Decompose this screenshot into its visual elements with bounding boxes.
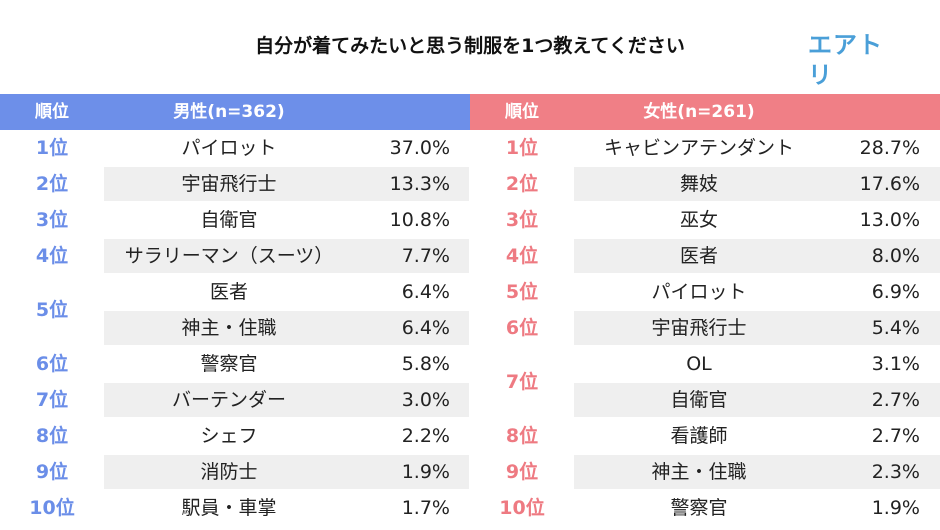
female-percentage: 2.3% [871,461,920,483]
brand-logo: エアトリ [808,31,883,89]
male-row-stripe [104,383,469,417]
male-rank-column-header: 順位 [35,102,69,122]
male-rank-label: 3位 [35,209,69,231]
male-ranking-table: 順位 男性(n=362) パイロット 37.0% 宇宙飛行士 13.3% 自衛官 10.8… [0,94,470,530]
female-uniform-name: 宇宙飛行士 [651,317,747,339]
female-uniform-name: 舞妓 [679,173,718,195]
male-rank-label: 8位 [35,425,69,447]
male-uniform-name: 医者 [209,281,248,303]
male-rank-label: 7位 [35,389,69,411]
male-uniform-name: 駅員・車掌 [181,497,277,519]
female-rank-column-header: 順位 [505,102,539,122]
female-rank-label: 1位 [505,137,539,159]
female-row-stripe [574,239,940,273]
female-uniform-name: 警察官 [670,497,728,519]
female-uniform-name: 看護師 [670,425,728,447]
male-uniform-name: サラリーマン（スーツ） [124,245,334,267]
male-rank-label: 10位 [29,497,75,519]
male-table-header: 順位 男性(n=362) [0,94,470,130]
female-row-stripe [574,311,940,345]
female-uniform-name: 巫女 [679,209,718,231]
female-row-stripe [574,383,940,417]
female-percentage: 17.6% [859,173,920,195]
male-percentage: 10.8% [389,209,450,231]
female-rank-label: 4位 [505,245,539,267]
male-uniform-name: 自衛官 [200,209,258,231]
male-uniform-name: パイロット [181,137,277,159]
female-uniform-name: OL [686,353,712,375]
female-rank-label: 3位 [505,209,539,231]
male-percentage: 3.0% [401,389,450,411]
female-rank-label: 9位 [505,461,539,483]
female-rank-label: 10位 [499,497,545,519]
male-percentage: 1.9% [401,461,450,483]
female-percentage: 2.7% [871,425,920,447]
male-rank-label: 9位 [35,461,69,483]
male-rank-label: 4位 [35,245,69,267]
male-uniform-name: 宇宙飛行士 [181,173,277,195]
female-uniform-name: 神主・住職 [651,461,747,483]
female-percentage: 28.7% [859,137,920,159]
female-sample-header: 女性(n=261) [643,102,755,122]
chart-title: 自分が着てみたいと思う制服を1つ教えてください [255,35,685,57]
male-uniform-name: 消防士 [200,461,258,483]
male-percentage: 7.7% [401,245,450,267]
female-percentage: 3.1% [871,353,920,375]
male-rank-label: 5位 [35,299,69,321]
female-rank-label: 6位 [505,317,539,339]
male-uniform-name: 警察官 [200,353,258,375]
male-uniform-name: 神主・住職 [181,317,277,339]
female-uniform-name: 医者 [679,245,718,267]
female-ranking-table: 順位 女性(n=261) キャビンアテンダント 28.7% 舞妓 17.6% 巫女 13.… [470,94,940,530]
female-row-stripe [574,455,940,489]
female-table-header: 順位 女性(n=261) [470,94,940,130]
male-uniform-name: シェフ [200,425,258,447]
male-percentage: 6.4% [401,281,450,303]
female-uniform-name: キャビンアテンダント [603,137,794,159]
male-sample-header: 男性(n=362) [173,102,285,122]
male-row-stripe [104,311,469,345]
female-rank-label: 2位 [505,173,539,195]
male-rank-label: 1位 [35,137,69,159]
male-percentage: 1.7% [401,497,450,519]
female-rank-label: 5位 [505,281,539,303]
male-uniform-name: バーテンダー [171,389,286,411]
female-uniform-name: パイロット [651,281,747,303]
male-row-stripe [104,167,469,201]
female-row-stripe [574,167,940,201]
female-percentage: 5.4% [871,317,920,339]
female-percentage: 1.9% [871,497,920,519]
male-row-stripe [104,239,469,273]
female-percentage: 13.0% [859,209,920,231]
male-rank-label: 6位 [35,353,69,375]
female-percentage: 6.9% [871,281,920,303]
female-rank-label: 7位 [505,371,539,393]
female-uniform-name: 自衛官 [670,389,728,411]
male-percentage: 6.4% [401,317,450,339]
male-percentage: 2.2% [401,425,450,447]
male-row-stripe [104,455,469,489]
male-percentage: 37.0% [389,137,450,159]
female-rank-label: 8位 [505,425,539,447]
female-percentage: 2.7% [871,389,920,411]
female-percentage: 8.0% [871,245,920,267]
male-rank-label: 2位 [35,173,69,195]
male-percentage: 5.8% [401,353,450,375]
male-percentage: 13.3% [389,173,450,195]
